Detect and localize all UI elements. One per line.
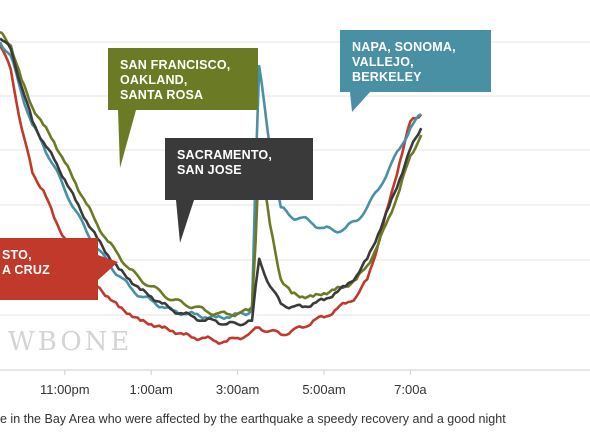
callout-2: SACRAMENTO,SAN JOSE bbox=[165, 138, 313, 243]
callout-label-line: STO, bbox=[2, 248, 32, 262]
callout-3: NAPA, SONOMA,VALLEJO,BERKELEY bbox=[340, 30, 491, 112]
callout-box bbox=[165, 138, 313, 200]
callout-1: SAN FRANCISCO,OAKLAND,SANTA ROSA bbox=[108, 48, 258, 168]
callout-label-line: NAPA, SONOMA, bbox=[352, 40, 456, 54]
callout-label-line: SANTA ROSA bbox=[120, 88, 203, 102]
callout-label-line: VALLEJO, bbox=[352, 55, 414, 69]
watermark-logo: WBONE bbox=[8, 327, 132, 357]
x-tick-label: 7:00a bbox=[394, 382, 427, 397]
callout-label-line: SAN JOSE bbox=[177, 163, 242, 177]
callout-pointer bbox=[98, 255, 118, 280]
callout-label-line: BERKELEY bbox=[352, 70, 422, 84]
callout-label-line: SAN FRANCISCO, bbox=[120, 58, 230, 72]
callout-pointer bbox=[350, 92, 370, 112]
x-axis-tick-labels: 11:00pm 1:00am 3:00am 5:00am 7:00a bbox=[40, 370, 427, 397]
series-line-3 bbox=[0, 30, 423, 318]
callout-box bbox=[108, 48, 258, 110]
callout-labels: SAN FRANCISCO,OAKLAND,SANTA ROSASACRAMEN… bbox=[0, 30, 491, 300]
x-tick-label: 3:00am bbox=[216, 382, 259, 397]
sleep-activity-chart: 11:00pm 1:00am 3:00am 5:00am 7:00a WBONE SAN… bbox=[0, 30, 590, 397]
x-tick-label: 5:00am bbox=[302, 382, 345, 397]
x-tick-label: 1:00am bbox=[130, 382, 173, 397]
callout-box bbox=[0, 238, 98, 300]
callout-pointer bbox=[118, 110, 136, 168]
callout-pointer bbox=[176, 200, 194, 243]
callout-4: STO,A CRUZ bbox=[0, 238, 118, 300]
series-line-4 bbox=[0, 37, 423, 327]
callout-label-line: SACRAMENTO, bbox=[177, 148, 272, 162]
callout-box bbox=[340, 30, 491, 92]
x-tick-label: 11:00pm bbox=[40, 382, 90, 397]
callout-label-line: OAKLAND, bbox=[120, 73, 188, 87]
caption-text: e in the Bay Area who were affected by t… bbox=[0, 412, 506, 426]
callout-label-line: A CRUZ bbox=[2, 263, 50, 277]
